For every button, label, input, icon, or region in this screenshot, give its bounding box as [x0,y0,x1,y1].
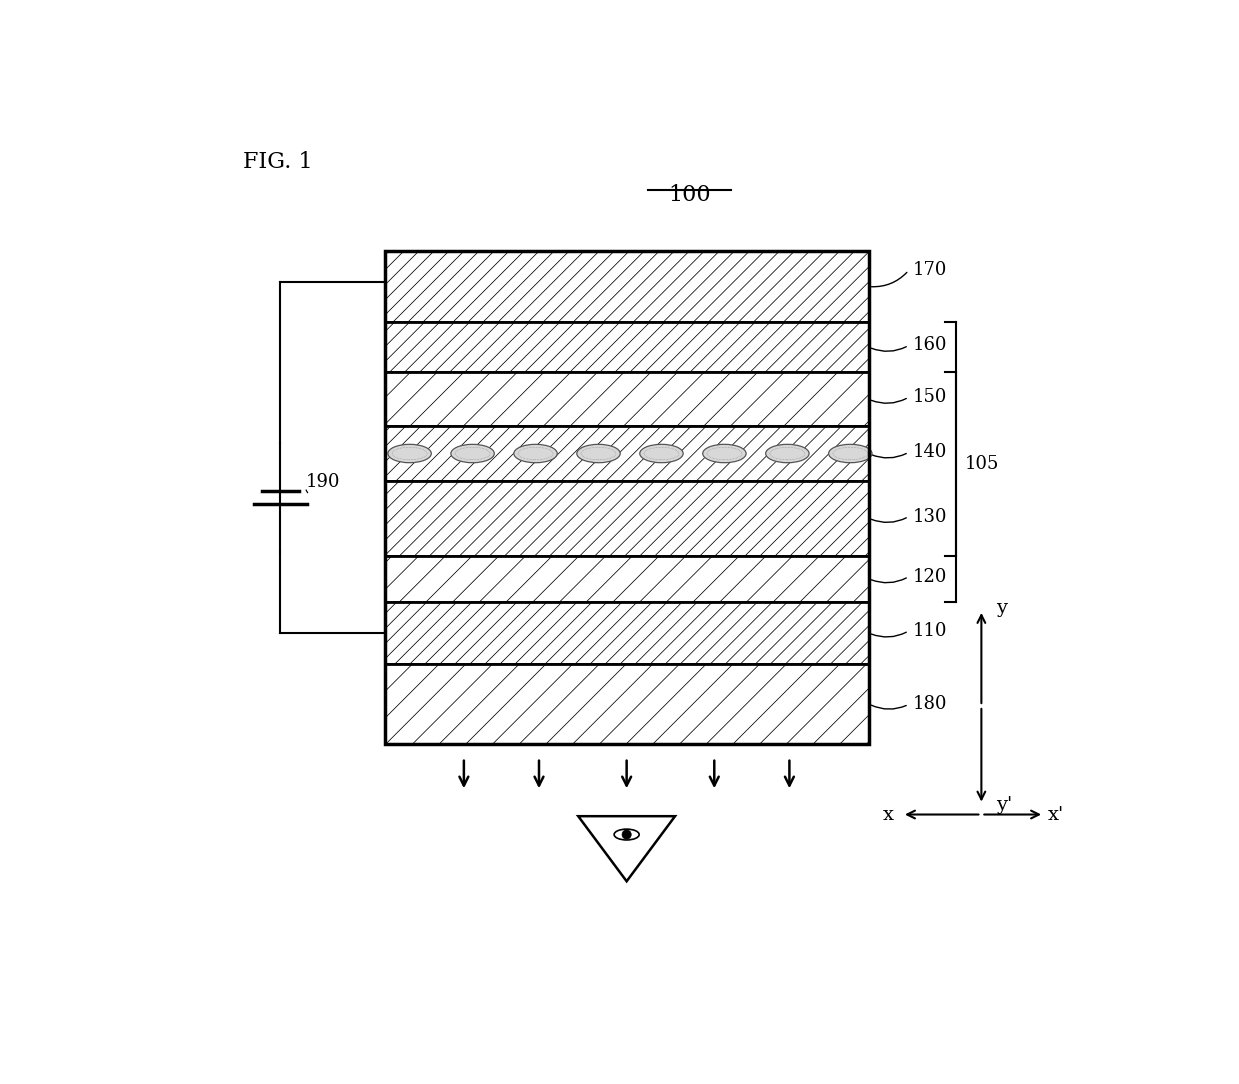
Text: 150: 150 [913,388,948,406]
Text: 180: 180 [913,695,948,713]
Text: 190: 190 [305,474,339,491]
Ellipse shape [829,444,872,463]
Text: 160: 160 [913,336,948,354]
Bar [384,480,869,556]
Text: 105: 105 [965,455,999,473]
Text: 170: 170 [913,261,948,280]
Ellipse shape [703,444,746,463]
Ellipse shape [514,444,558,463]
Text: 110: 110 [913,622,948,640]
Ellipse shape [639,444,683,463]
Polygon shape [579,816,675,881]
Text: 120: 120 [913,568,948,585]
Text: y': y' [996,796,1012,813]
Bar [384,426,869,480]
Text: x: x [883,805,893,824]
Text: 100: 100 [668,184,710,206]
Text: 140: 140 [913,443,948,462]
Bar [384,664,869,744]
Ellipse shape [451,444,494,463]
Bar [384,322,869,372]
Text: y: y [996,598,1007,617]
Ellipse shape [388,444,431,463]
Text: FIG. 1: FIG. 1 [243,151,312,173]
Text: x': x' [1048,805,1064,824]
Ellipse shape [622,830,631,839]
Ellipse shape [766,444,809,463]
Text: 130: 130 [913,507,948,526]
Ellipse shape [615,829,639,840]
Bar [384,372,869,426]
Bar [384,556,869,602]
Bar [384,251,869,744]
Bar [384,251,869,322]
Ellipse shape [577,444,621,463]
Bar [384,602,869,664]
